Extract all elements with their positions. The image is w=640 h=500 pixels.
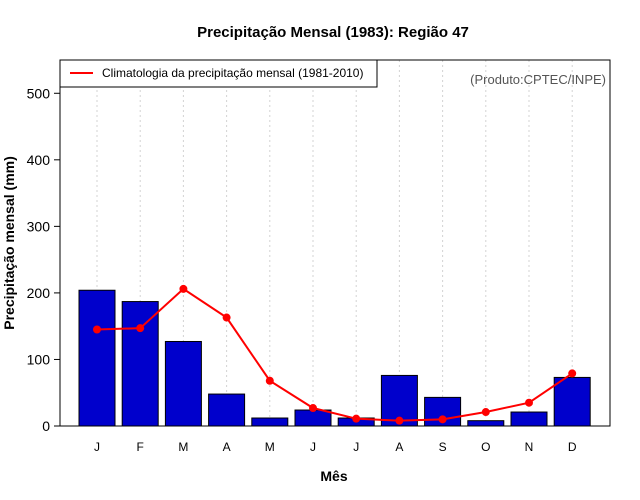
- x-tick-label: M: [178, 440, 188, 454]
- bar: [510, 411, 548, 427]
- climatology-point: [265, 376, 274, 385]
- y-axis-title: Precipitação mensal (mm): [1, 156, 17, 330]
- bar: [553, 376, 591, 427]
- bar: [294, 409, 332, 427]
- y-tick-label: 100: [27, 351, 51, 367]
- x-tick-label: S: [439, 440, 447, 454]
- x-tick-label: J: [353, 440, 359, 454]
- x-axis-title: Mês: [320, 468, 347, 484]
- bar: [208, 393, 246, 427]
- bar: [78, 289, 116, 427]
- climatology-point: [568, 369, 577, 378]
- x-tick-label: F: [137, 440, 144, 454]
- climatology-point: [395, 416, 404, 425]
- climatology-point: [179, 284, 188, 293]
- climatology-point: [222, 313, 231, 322]
- climatology-point: [525, 398, 533, 407]
- legend-label: Climatologia da precipitação mensal (198…: [102, 66, 363, 80]
- x-tick-label: M: [265, 440, 275, 454]
- y-tick-label: 200: [27, 285, 51, 301]
- y-tick-label: 500: [27, 85, 51, 101]
- climatology-series: [93, 284, 577, 425]
- x-tick-label: D: [568, 440, 577, 454]
- climatology-point: [93, 325, 101, 334]
- x-tick-label: J: [310, 440, 316, 454]
- chart-title: Precipitação Mensal (1983): Região 47: [197, 24, 469, 41]
- source-credit: (Produto:CPTEC/INPE): [470, 72, 606, 87]
- y-tick-label: 300: [27, 218, 51, 234]
- x-tick-label: O: [481, 440, 490, 454]
- climatology-point: [309, 404, 317, 413]
- x-tick-label: A: [395, 440, 403, 454]
- bar: [121, 301, 159, 427]
- x-tick-label: N: [525, 440, 534, 454]
- x-tick-label: J: [94, 440, 100, 454]
- x-tick-label: A: [223, 440, 231, 454]
- y-axis: 0 100 200 300 400 500: [27, 85, 60, 434]
- bar: [164, 340, 202, 427]
- climatology-point: [352, 414, 361, 423]
- climatology-line: [96, 287, 573, 422]
- legend: Climatologia da precipitação mensal (198…: [59, 59, 378, 88]
- climatology-point: [136, 324, 145, 333]
- bar: [251, 417, 289, 427]
- bar: [467, 420, 505, 427]
- climatology-point: [481, 408, 490, 417]
- legend-box: [59, 59, 378, 88]
- y-tick-label: 0: [42, 418, 50, 434]
- climatology-point: [438, 415, 447, 424]
- y-tick-label: 400: [27, 152, 51, 168]
